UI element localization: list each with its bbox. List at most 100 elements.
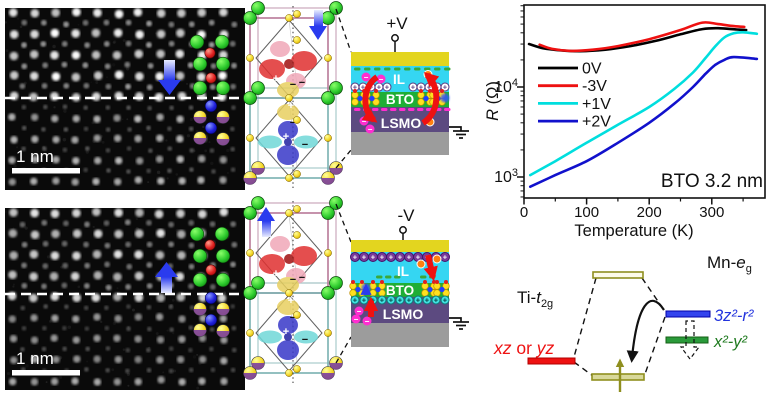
svg-text:+: + [419, 83, 424, 92]
svg-text:+: + [283, 326, 289, 338]
stem-atom-dots-bottom [5, 208, 238, 390]
svg-text:200: 200 [637, 204, 662, 221]
svg-text:+: + [425, 296, 430, 305]
bto-label-pos: BTO [386, 92, 414, 107]
svg-text:+: + [353, 83, 358, 92]
ti-xz-yz-level [527, 357, 576, 365]
svg-text:+: + [353, 296, 358, 305]
unit-cell-structure-bottom: + −−+−+− [243, 196, 343, 383]
chart-labels: R (Ω) Temperature (K) BTO 3.2 nm [484, 81, 763, 240]
mn-x2y2-level [665, 336, 709, 344]
svg-text:−: − [302, 139, 308, 151]
svg-text:+: + [288, 100, 294, 112]
svg-text:−: − [299, 272, 305, 284]
svg-text:-3V: -3V [582, 78, 607, 95]
svg-text:−: − [290, 274, 296, 286]
svg-text:300: 300 [699, 204, 724, 221]
mn-3z2-level [665, 310, 711, 318]
svg-text:+: + [434, 296, 439, 305]
resistance-chart: 0 100 200 300 103 104 0V-3V+1V+2V [494, 4, 766, 221]
x2-y2-label: x²-y² [713, 333, 747, 351]
bto-label-neg: BTO [386, 283, 414, 298]
scale-label-top: 1 nm [16, 147, 54, 166]
svg-text:−: − [290, 117, 296, 129]
svg-text:+: + [398, 296, 403, 305]
ion-motion-arrow-left [361, 74, 379, 123]
svg-text:+: + [416, 296, 421, 305]
unit-cell-structure-top: + −−+−+− [243, 1, 343, 188]
svg-text:−: − [290, 312, 296, 324]
svg-text:+: + [273, 268, 279, 280]
energy-level-diagram: Ti-t2g Mn-eg xz or yz 3z²-r² x²-y² [493, 253, 754, 392]
ground-icon-pos [449, 126, 469, 139]
svg-text:+: + [407, 253, 412, 262]
ground-icon-neg [449, 317, 469, 330]
svg-text:−: − [302, 334, 308, 346]
top-electrode-layer [351, 52, 449, 66]
svg-text:104: 104 [494, 77, 518, 96]
svg-text:+: + [353, 253, 358, 262]
electron-transfer-arrow [626, 299, 665, 363]
svg-text:−: − [299, 77, 305, 89]
svg-text:103: 103 [494, 167, 518, 186]
ti-t2g-label: Ti-t2g [517, 288, 553, 310]
svg-text:+: + [377, 83, 382, 92]
svg-text:100: 100 [574, 204, 599, 221]
ti-lower-level [591, 373, 645, 381]
lsmo-label-neg: LSMO [383, 306, 424, 322]
top-electrode-layer-neg [351, 240, 449, 252]
svg-text:+: + [288, 295, 294, 307]
electron-removal-dashed-arrow [679, 320, 701, 360]
svg-text:+: + [411, 83, 416, 92]
svg-text:+: + [362, 296, 367, 305]
atom-overlay-bottom [189, 226, 231, 338]
svg-text:+: + [273, 73, 279, 85]
svg-text:−: − [290, 79, 296, 91]
il-label-pos: IL [393, 72, 405, 87]
svg-text:−: − [368, 125, 373, 134]
stem-image-top: 1 nm [5, 8, 245, 190]
svg-text:+: + [443, 253, 448, 262]
svg-text:0V: 0V [582, 61, 602, 78]
svg-text:+: + [389, 296, 394, 305]
svg-text:−: − [364, 73, 369, 82]
svg-text:+: + [398, 253, 403, 262]
svg-text:+: + [371, 253, 376, 262]
svg-text:+: + [380, 253, 385, 262]
lsmo-label-pos: LSMO [381, 115, 422, 131]
svg-text:−: − [362, 117, 367, 126]
electron-arrow-down [423, 254, 438, 282]
terminal-label-neg: -V [398, 206, 416, 225]
level-dashed-connectors [573, 277, 666, 377]
polarization-arrow-down-icon [158, 60, 181, 95]
svg-text:−: − [354, 315, 359, 324]
substrate-layer-neg [351, 323, 449, 347]
device-schematic-negative: -V ++++++++++++++++++++++−−− IL BTO LSMO [349, 206, 469, 347]
svg-text:−: − [379, 75, 384, 84]
scale-label-bottom: 1 nm [16, 349, 54, 368]
svg-text:−: − [365, 317, 370, 326]
polarization-arrow-up-icon [155, 262, 178, 293]
svg-text:+: + [443, 83, 448, 92]
svg-text:0: 0 [520, 204, 528, 221]
svg-text:+: + [385, 83, 390, 92]
callout-dashed-lines [335, 8, 352, 364]
il-label-neg: IL [397, 264, 409, 279]
svg-text:+: + [362, 253, 367, 262]
svg-text:+2V: +2V [582, 114, 611, 131]
terminal-circle-icon [399, 226, 407, 234]
stem-image-bottom: 1 nm [5, 208, 245, 390]
terminal-label-pos: +V [386, 14, 408, 33]
terminal-circle-icon [391, 34, 399, 42]
device-schematic-positive: +V + + + + + + + + + +− −−− IL BTO LSMO [350, 14, 469, 155]
x-axis-title: Temperature (K) [574, 222, 693, 240]
substrate-layer-pos [351, 132, 449, 155]
atom-overlay-top [189, 34, 231, 146]
svg-text:+: + [361, 83, 366, 92]
svg-text:+1V: +1V [582, 96, 611, 113]
y-axis-title: R (Ω) [484, 81, 502, 121]
svg-text:+: + [443, 296, 448, 305]
xz-yz-label: xz or yz [493, 338, 555, 358]
